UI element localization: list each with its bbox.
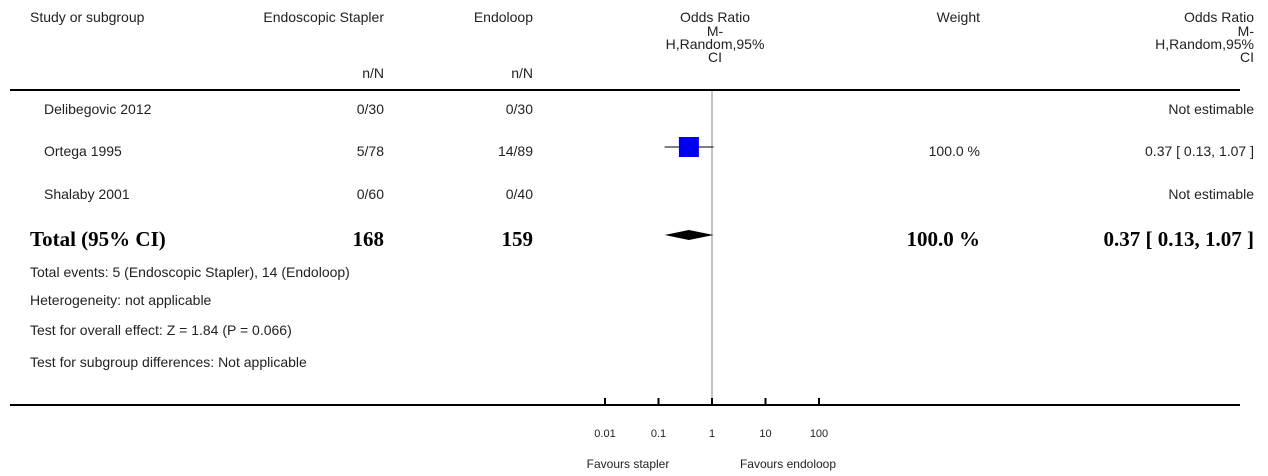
header-study: Study or subgroup (30, 9, 145, 25)
total-or-text: 0.37 [ 0.13, 1.07 ] (1103, 227, 1255, 251)
header-odds-ratio-method-2: H,Random,95% (665, 36, 765, 52)
header-group2-n: n/N (511, 65, 533, 81)
study-weight: 100.0 % (928, 143, 980, 159)
header-or2-title: Odds Ratio (1183, 9, 1254, 25)
total-weight: 100.0 % (906, 227, 981, 251)
study-group2: 14/89 (497, 143, 533, 159)
study-name: Ortega 1995 (44, 143, 122, 159)
axis-tick-label: 0.01 (594, 428, 615, 440)
total-group2: 159 (501, 227, 534, 251)
axis-tick-label: 1 (709, 428, 715, 440)
header-or2-method-1: M- (1237, 23, 1254, 39)
study-group1: 5/78 (356, 143, 384, 159)
pooled-diamond (664, 230, 714, 240)
study-group1: 0/30 (356, 101, 384, 117)
header-rule (10, 89, 1240, 91)
study-name: Delibegovic 2012 (44, 101, 152, 117)
total-label: Total (95% CI) (30, 227, 166, 251)
header-group2: Endoloop (473, 9, 533, 25)
header-weight: Weight (936, 9, 980, 25)
header-odds-ratio-plot: Odds Ratio M- H,Random,95% CI (640, 9, 790, 64)
header-or2-method-3: CI (1240, 49, 1254, 65)
axis-tick-label: 0.1 (651, 428, 666, 440)
header-group1-n: n/N (362, 65, 384, 81)
footnote-subgroup: Test for subgroup differences: Not appli… (30, 354, 307, 370)
study-group2: 0/30 (505, 101, 533, 117)
axis-favours-left: Favours stapler (586, 457, 670, 471)
footnote-overall-effect: Test for overall effect: Z = 1.84 (P = 0… (30, 322, 292, 338)
header-odds-ratio-text: Odds Ratio M- H,Random,95% CI (1100, 9, 1254, 64)
header-or2-method-2: H,Random,95% (1155, 36, 1254, 52)
bottom-rule (10, 404, 1240, 406)
axis-tick-label: 10 (759, 428, 771, 440)
total-group1: 168 (352, 227, 385, 251)
study-point-marker (678, 137, 699, 157)
footnote-events: Total events: 5 (Endoscopic Stapler), 14… (30, 264, 350, 280)
header-odds-ratio-method-1: M- (706, 23, 724, 39)
study-or-text: Not estimable (1168, 186, 1254, 202)
header-odds-ratio-title: Odds Ratio (679, 9, 751, 25)
study-name: Shalaby 2001 (44, 186, 130, 202)
axis-tick-label: 100 (810, 428, 828, 440)
header-group1: Endoscopic Stapler (263, 9, 384, 25)
axis-favours-right: Favours endoloop (739, 457, 837, 471)
study-or-text: Not estimable (1168, 101, 1254, 117)
study-or-text: 0.37 [ 0.13, 1.07 ] (1145, 143, 1254, 159)
study-group1: 0/60 (356, 186, 384, 202)
header-odds-ratio-method-3: CI (708, 49, 722, 65)
study-group2: 0/40 (505, 186, 533, 202)
footnote-heterogeneity: Heterogeneity: not applicable (30, 292, 212, 308)
